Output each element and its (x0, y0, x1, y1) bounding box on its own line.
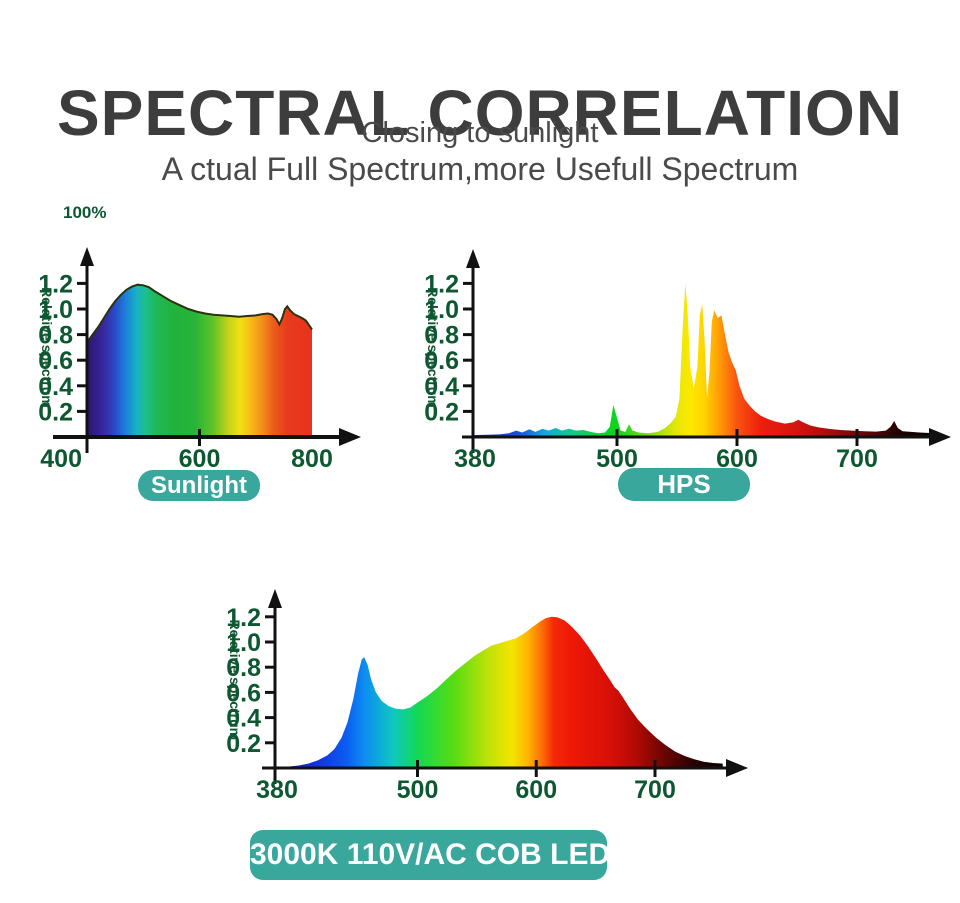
sunlight-y-tick-label: 1.0 (38, 296, 73, 324)
sunlight-x-tick-label: 400 (40, 445, 82, 473)
hps-y-tick-label: 0.8 (424, 322, 459, 350)
hps-x-tick-label: 380 (454, 445, 496, 473)
hps-y-tick-label: 0.2 (424, 398, 459, 426)
led-x-axis-arrow-icon (726, 759, 748, 777)
hps-x-axis-arrow-icon (929, 428, 951, 446)
cob-led-chart-label: 3000K 110V/AC COB LED (250, 830, 610, 880)
hps-y-tick-label: 1.2 (424, 270, 459, 298)
hps-spectrum-area (473, 283, 935, 437)
sunlight-y-tick-label: 0.8 (38, 322, 73, 350)
sunlight-chart: 0.20.40.60.81.01.2 400 600 800 Relative spec… (38, 247, 361, 473)
sunlight-y-axis-arrow-icon (80, 247, 94, 266)
subtitle-line-2: A ctual Full Spectrum,more Usefull Spect… (161, 151, 799, 187)
led-y-tick-label: 0.2 (226, 730, 261, 758)
led-x-tick-label: 700 (634, 776, 676, 804)
led-y-tick-label: 0.4 (226, 705, 261, 733)
hps-chart-label: HPS (618, 468, 750, 501)
sunlight-y-axis-title: Relative spectrum (39, 287, 55, 408)
sunlight-y-tick-label: 0.4 (38, 373, 73, 401)
sunlight-curve-outline (86, 283, 313, 343)
led-x-tick-label: 500 (397, 776, 439, 804)
led-y-tick-label: 1.2 (226, 604, 261, 632)
sunlight-x-tick-label: 600 (179, 445, 221, 473)
hps-y-tick-label: 0.6 (424, 347, 459, 375)
hps-x-tick-label: 700 (836, 445, 878, 473)
hps-y-axis-title: Relative spectrum (425, 287, 441, 408)
led-y-tick-label: 0.6 (226, 679, 261, 707)
hps-y-tick-label: 0.4 (424, 373, 459, 401)
led-chart: 0.20.40.60.81.01.2 380 500 600 700 Relative s… (226, 589, 748, 804)
led-y-tick-label: 1.0 (226, 629, 261, 657)
sunlight-chart-label: Sunlight (138, 470, 260, 501)
sunlight-spectrum-area (87, 284, 312, 437)
hps-y-axis-arrow-icon (466, 249, 480, 268)
sunlight-x-axis-arrow-icon (339, 428, 361, 446)
sunlight-y-tick-label: 1.2 (38, 270, 73, 298)
led-x-tick-label: 600 (515, 776, 557, 804)
sunlight-x-tick-label: 800 (291, 445, 333, 473)
led-y-axis-title: Relative spectrum (227, 619, 243, 740)
sunlight-y-tick-label: 0.6 (38, 347, 73, 375)
led-spectrum-area (275, 616, 723, 768)
hundred-percent-annotation: 100% (63, 203, 107, 222)
led-y-axis-arrow-icon (268, 589, 282, 608)
led-x-tick-label: 380 (256, 776, 298, 804)
led-y-tick-label: 0.8 (226, 654, 261, 682)
sunlight-y-tick-label: 0.2 (38, 398, 73, 426)
hps-y-tick-label: 1.0 (424, 296, 459, 324)
subtitle-line-1: Closing to sunlight (361, 117, 599, 149)
page-title: SPECTRAL CORRELATION (56, 76, 904, 149)
